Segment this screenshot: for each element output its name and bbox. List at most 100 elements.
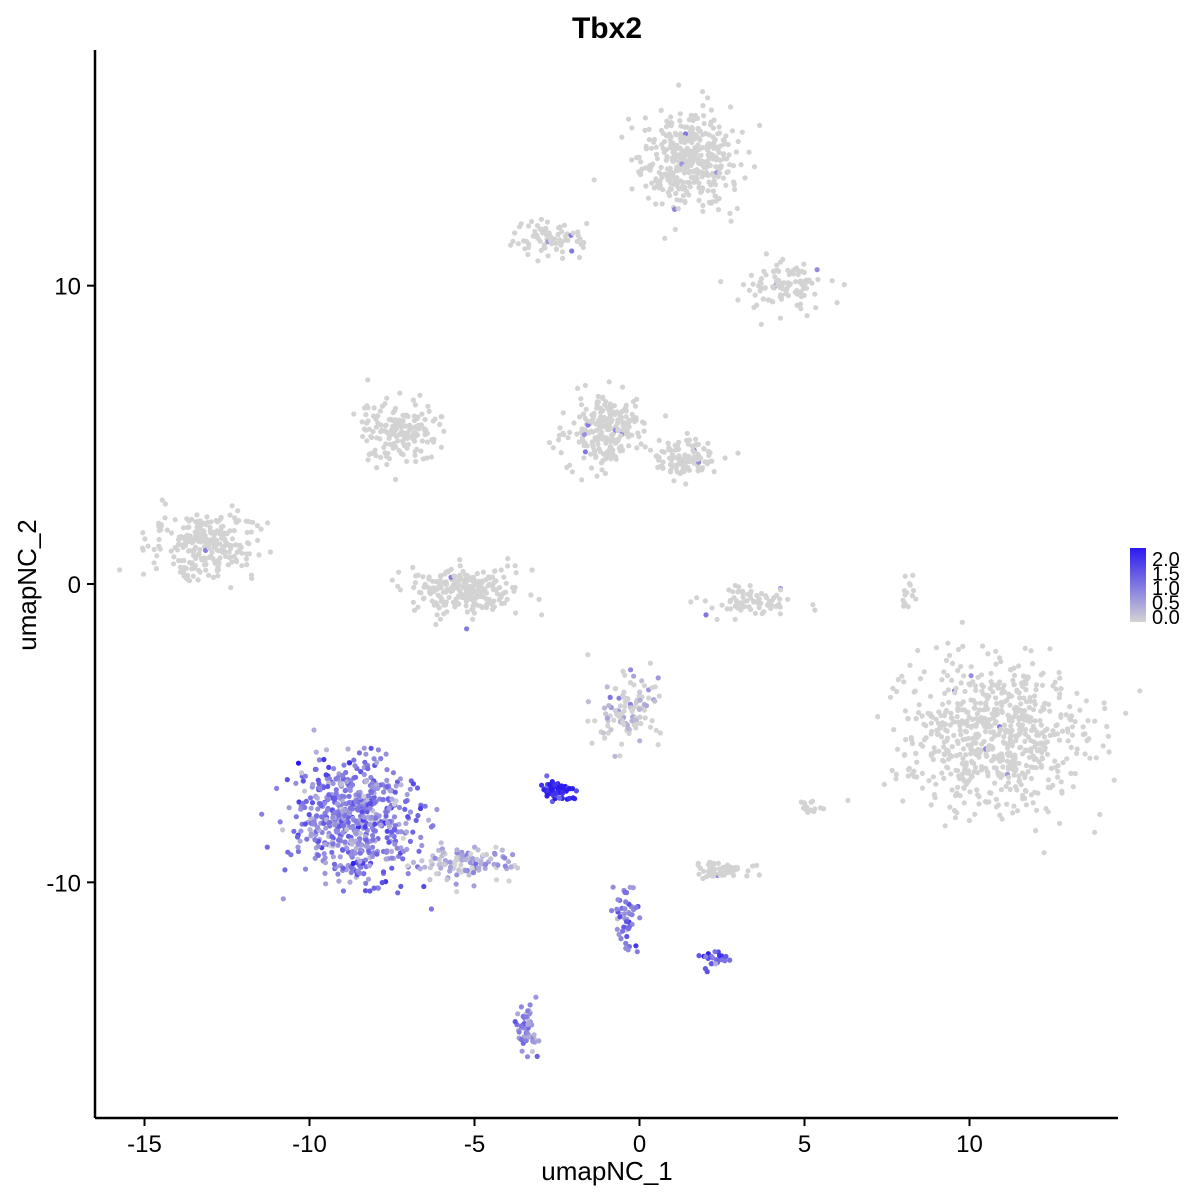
cell-point xyxy=(966,735,972,742)
cell-point xyxy=(759,611,765,617)
cell-point xyxy=(525,1021,531,1027)
cell-point xyxy=(374,465,380,471)
cell-point xyxy=(616,931,622,938)
cell-point xyxy=(621,924,627,930)
cell-point xyxy=(351,411,357,417)
cell-point xyxy=(356,750,362,756)
cell-point xyxy=(215,566,221,572)
cell-point xyxy=(480,569,486,575)
cell-point xyxy=(309,800,316,806)
cell-point xyxy=(697,137,703,143)
cell-point xyxy=(947,804,953,810)
cell-point xyxy=(1015,808,1021,814)
cell-point xyxy=(444,876,450,883)
cell-point xyxy=(361,745,367,751)
cell-point xyxy=(243,556,249,562)
cell-point xyxy=(602,735,608,741)
cell-point xyxy=(579,477,585,483)
cell-point xyxy=(944,728,950,734)
cell-point xyxy=(325,797,331,803)
cell-point xyxy=(702,598,708,604)
cell-point xyxy=(936,748,942,754)
cell-point xyxy=(674,469,680,475)
cell-point xyxy=(775,267,781,274)
cell-point xyxy=(561,432,567,438)
cell-point xyxy=(1004,741,1010,747)
cell-point xyxy=(777,259,784,265)
cell-point xyxy=(923,735,929,741)
cell-point xyxy=(417,805,424,812)
cell-point xyxy=(747,591,753,598)
cell-point xyxy=(466,872,472,878)
cell-point xyxy=(615,417,621,423)
cell-point xyxy=(712,193,719,199)
cell-point xyxy=(444,581,450,587)
cell-point xyxy=(949,744,955,750)
cell-point xyxy=(295,844,301,850)
cell-point xyxy=(700,208,706,214)
cell-point xyxy=(525,251,531,258)
cell-point xyxy=(522,246,528,252)
cell-point xyxy=(495,862,501,868)
cell-point xyxy=(916,710,922,716)
cell-point xyxy=(690,126,696,132)
cell-point xyxy=(1047,646,1053,652)
cell-point xyxy=(392,476,399,483)
cell-point xyxy=(958,680,964,686)
cell-point xyxy=(407,838,413,845)
cell-point xyxy=(974,787,980,793)
cell-point xyxy=(990,689,996,695)
cell-point xyxy=(985,747,991,753)
cell-point xyxy=(605,422,611,428)
cell-point xyxy=(168,530,175,536)
cell-point xyxy=(403,829,410,835)
cell-point xyxy=(687,184,693,190)
cell-point xyxy=(688,130,694,136)
cell-point xyxy=(1068,770,1074,777)
cell-point xyxy=(845,797,851,804)
cell-point xyxy=(310,819,316,825)
cell-point xyxy=(395,438,401,444)
cell-point xyxy=(355,841,361,847)
cell-point xyxy=(410,599,416,606)
cell-point xyxy=(1011,672,1018,678)
cell-point xyxy=(578,241,584,247)
cell-point xyxy=(508,242,514,248)
cell-point xyxy=(703,954,709,960)
cell-point xyxy=(695,451,701,457)
cell-point xyxy=(806,277,812,283)
cell-point xyxy=(454,855,460,861)
cell-point xyxy=(1077,707,1083,713)
cell-point xyxy=(945,687,951,693)
cell-point xyxy=(738,162,744,168)
cell-point xyxy=(768,598,774,605)
cell-point xyxy=(712,949,718,955)
cell-point xyxy=(371,885,377,891)
cell-point xyxy=(369,853,376,860)
cell-point xyxy=(750,863,756,869)
cell-point xyxy=(355,821,361,827)
cell-point xyxy=(603,440,609,446)
cell-point xyxy=(340,847,346,853)
cell-point xyxy=(703,612,709,618)
cell-point xyxy=(422,416,428,423)
cell-point xyxy=(145,543,151,549)
cell-point xyxy=(704,158,711,164)
cell-point xyxy=(432,855,438,861)
cell-point xyxy=(1011,706,1018,712)
cell-point xyxy=(678,197,684,203)
legend-label: 1.0 xyxy=(1152,578,1180,600)
cell-point xyxy=(181,557,187,564)
cell-point xyxy=(387,430,393,437)
cell-point xyxy=(728,597,734,603)
cell-point xyxy=(511,230,518,236)
cell-point xyxy=(398,782,404,788)
cell-point xyxy=(331,796,338,803)
cell-point xyxy=(1057,820,1063,827)
cell-point xyxy=(563,237,569,243)
x-tick-label: 10 xyxy=(956,1131,983,1158)
cell-point xyxy=(1034,807,1040,813)
cell-point xyxy=(875,714,881,720)
cell-point xyxy=(197,569,203,575)
